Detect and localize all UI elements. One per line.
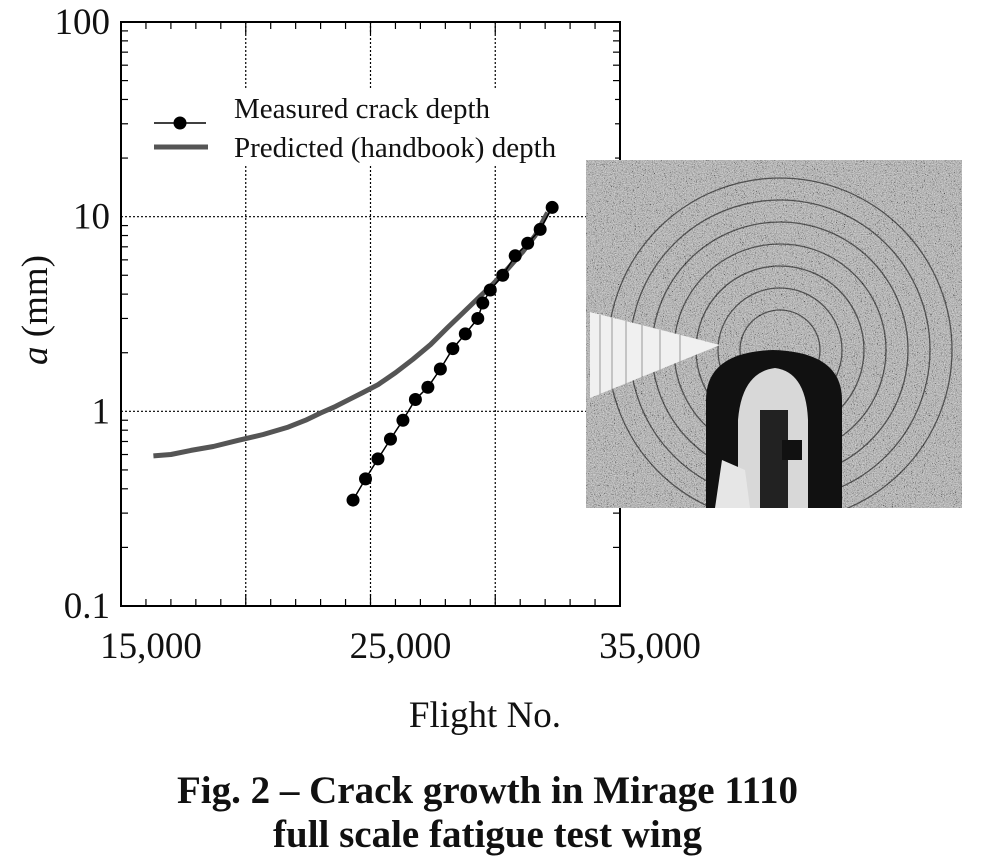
data-point-measured [496, 268, 510, 282]
data-point-measured [458, 327, 472, 341]
data-point-measured [508, 249, 522, 263]
x-tick-label: 35,000 [599, 626, 701, 667]
data-point-measured [533, 222, 547, 236]
data-point-measured [545, 200, 559, 214]
data-point-measured [359, 472, 373, 486]
data-point-measured [476, 296, 490, 310]
y-axis-label-italic: a [15, 346, 56, 365]
data-point-measured [408, 393, 422, 407]
data-point-measured [421, 380, 435, 394]
crack-growth-chart: 15,000 25,000 35,000 0.1 1 10 100 Measured cr… [15, 2, 962, 736]
data-point-measured [346, 493, 360, 507]
x-axis-label: Flight No. [409, 695, 561, 736]
legend-marker-measured [173, 116, 187, 130]
data-point-measured [383, 432, 397, 446]
y-tick-label: 10 [73, 197, 110, 238]
figure-caption-line2: full scale fatigue test wing [273, 813, 702, 856]
fracture-surface-photo [586, 160, 962, 508]
data-point-measured [396, 413, 410, 427]
data-point-measured [371, 452, 385, 466]
series-points-measured [346, 200, 559, 507]
minor-ticks [121, 22, 620, 606]
figure-caption-line1: Fig. 2 – Crack growth in Mirage 1110 [176, 769, 799, 812]
data-point-measured [471, 311, 485, 325]
y-tick-labels: 0.1 1 10 100 [55, 2, 111, 627]
legend-label-predicted: Predicted (handbook) depth [234, 132, 557, 164]
legend-label-measured: Measured crack depth [234, 93, 491, 125]
x-tick-label: 15,000 [100, 626, 202, 667]
legend: Measured crack depth Predicted (handbook… [145, 88, 615, 164]
data-point-measured [483, 283, 497, 297]
series-line-predicted [153, 211, 550, 459]
legend-background [145, 88, 615, 164]
y-axis-label-rest: (mm) [15, 255, 56, 346]
x-tick-label: 25,000 [350, 626, 452, 667]
y-axis-label: a (mm) [15, 255, 56, 365]
y-tick-label: 1 [92, 391, 111, 432]
y-tick-label: 0.1 [64, 586, 110, 627]
x-tick-labels: 15,000 25,000 35,000 [100, 626, 701, 667]
y-gridlines [121, 216, 620, 412]
data-point-measured [433, 362, 447, 376]
data-point-measured [446, 342, 460, 356]
data-point-measured [521, 236, 535, 250]
y-tick-label: 100 [55, 2, 111, 43]
